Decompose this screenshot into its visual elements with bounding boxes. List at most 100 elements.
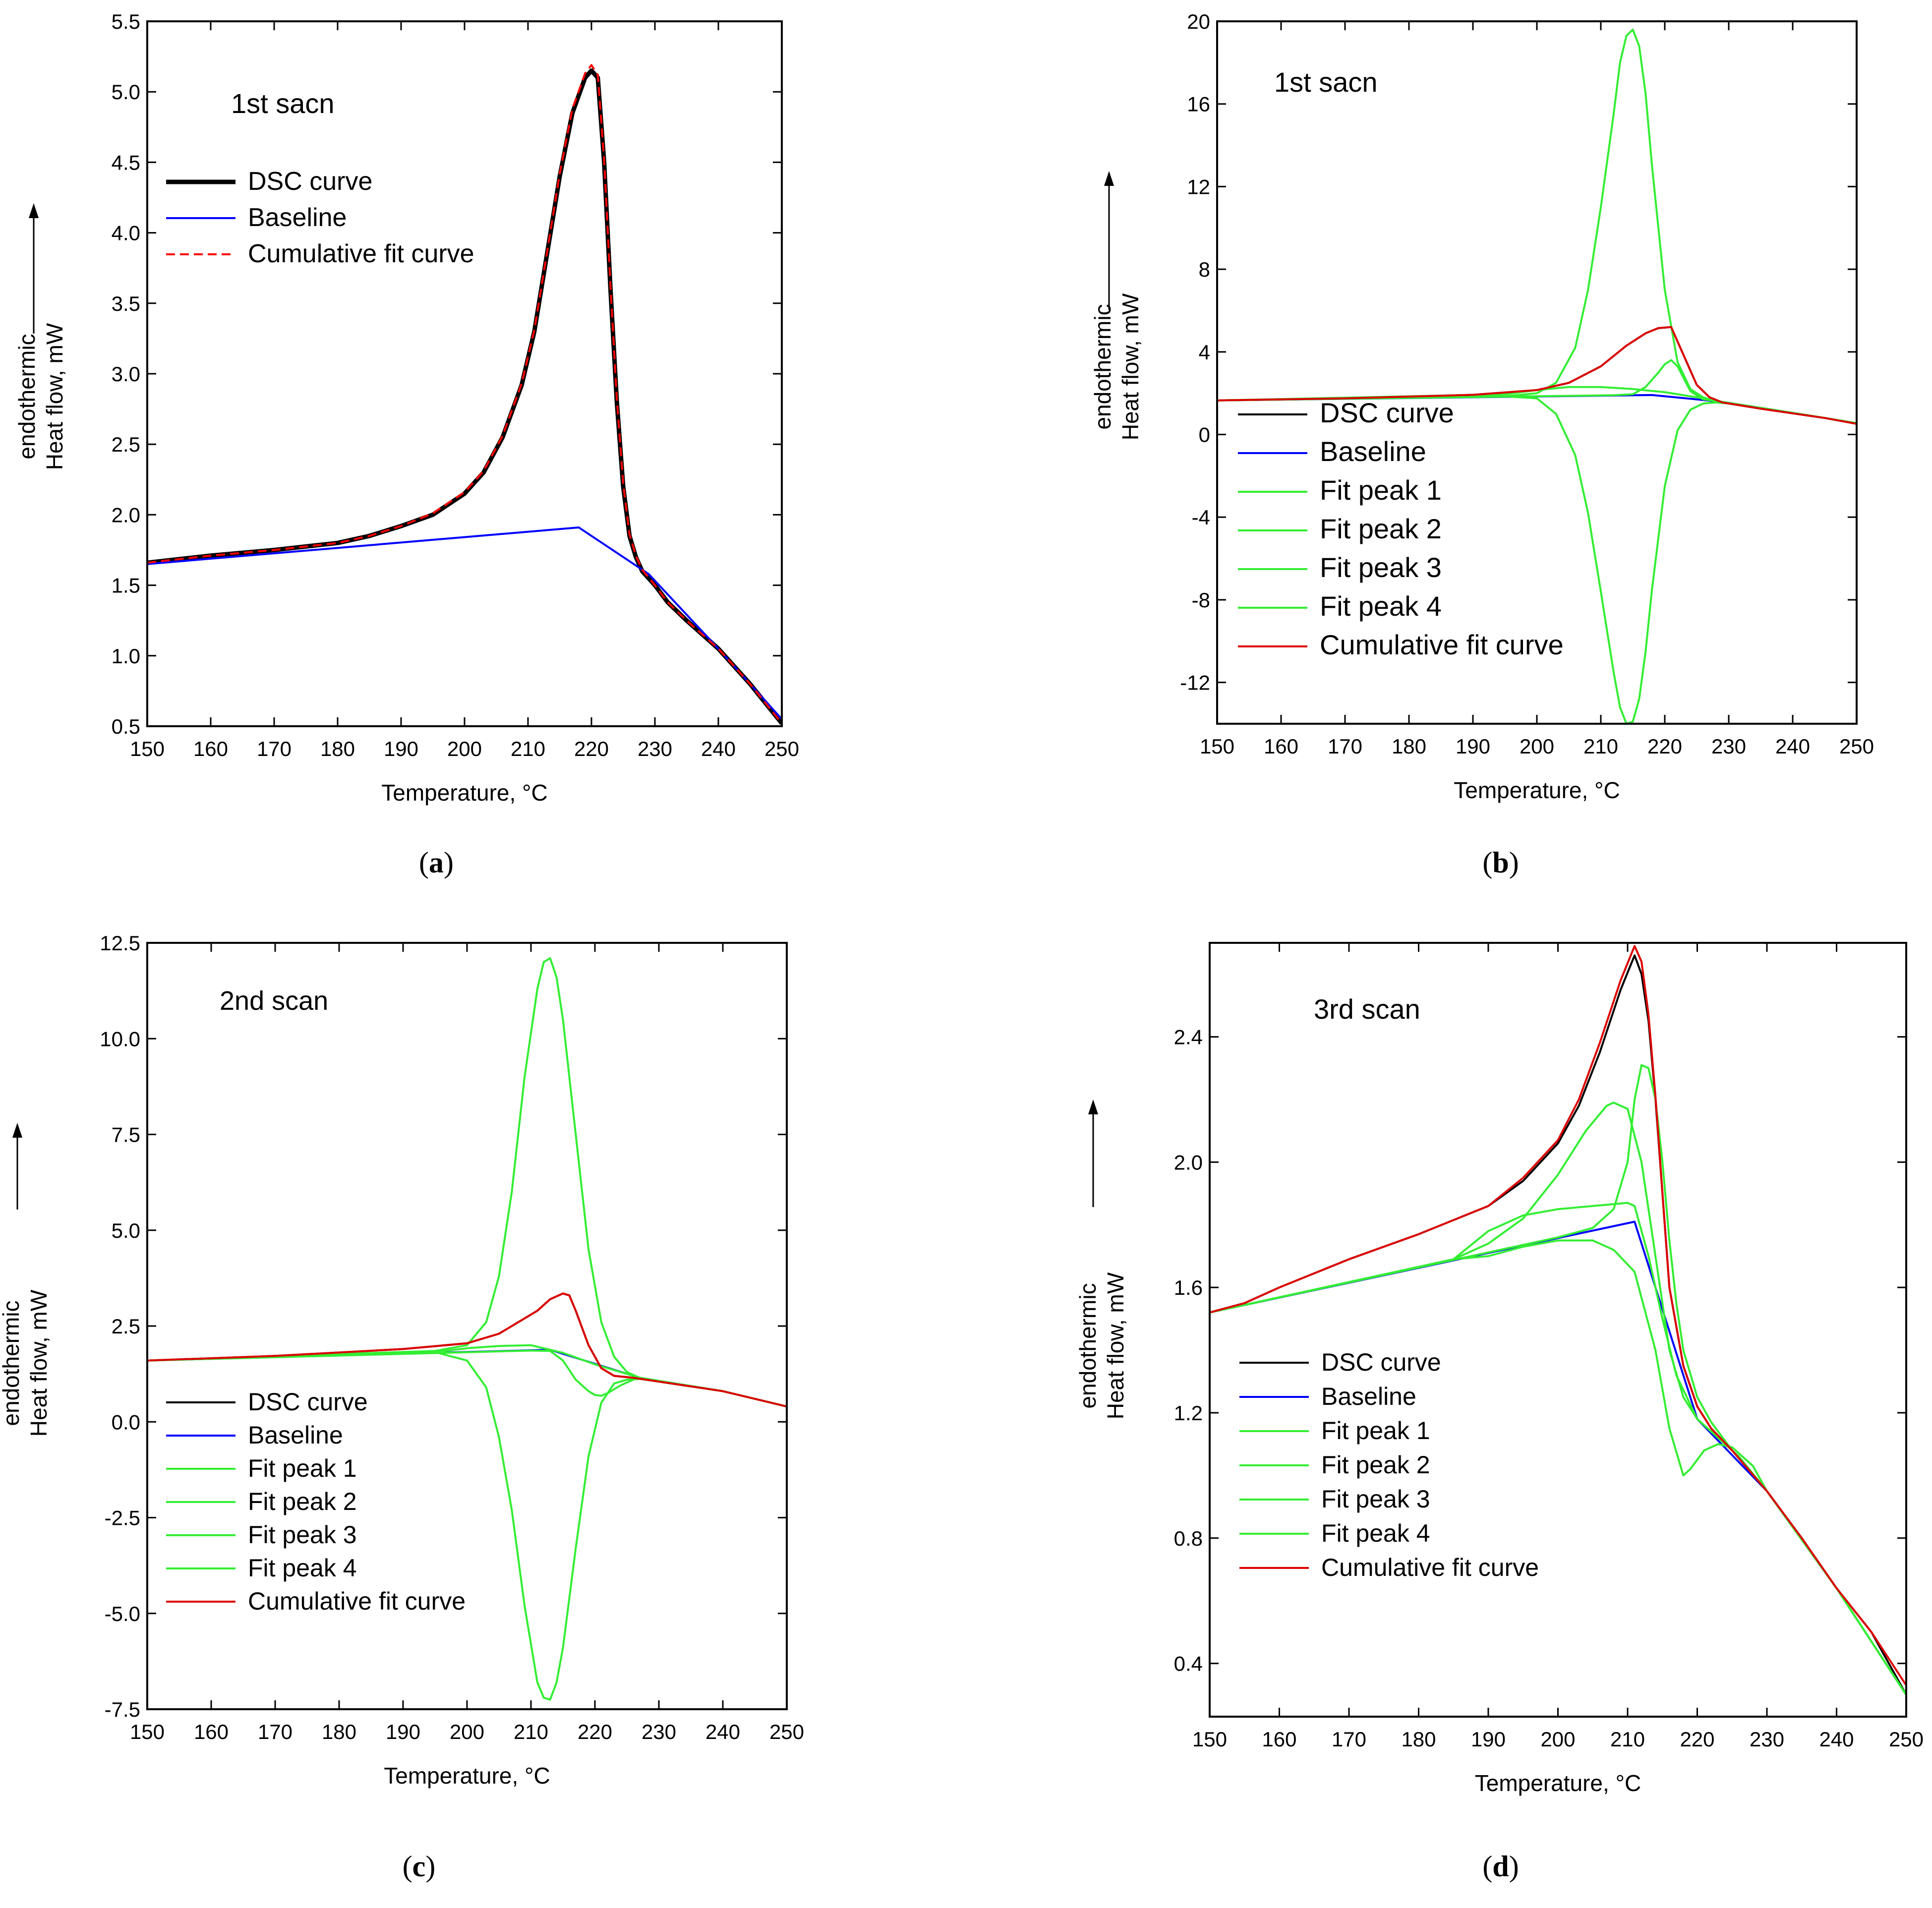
y-tick-label: 1.6 <box>1174 1276 1203 1299</box>
endothermic-arrow-icon <box>1088 1099 1098 1114</box>
x-tick-label: 250 <box>1889 1728 1924 1751</box>
x-tick-label: 200 <box>1520 735 1554 758</box>
legend-entry: Cumulative fit curve <box>1321 1554 1539 1581</box>
legend-entry: Fit peak 1 <box>248 1454 357 1482</box>
plot-frame <box>146 942 788 1710</box>
caption-close: ) <box>1509 846 1519 879</box>
x-tick-label: 210 <box>1583 735 1618 758</box>
x-tick-label: 150 <box>130 1720 165 1743</box>
y-tick-label: 8 <box>1199 258 1210 281</box>
y-tick-label: -4 <box>1192 506 1210 529</box>
x-tick-label: 180 <box>1392 735 1426 758</box>
endothermic-arrow-icon <box>29 203 39 218</box>
y-tick-label: 2.0 <box>112 503 140 526</box>
legend-entry: DSC curve <box>248 167 372 196</box>
x-tick-label: 240 <box>705 1720 740 1743</box>
y-tick-label: 16 <box>1187 93 1210 116</box>
caption-close: ) <box>444 846 454 879</box>
series-line-fit-peak-4 <box>147 1349 787 1408</box>
y-tick-label: 1.0 <box>112 644 140 668</box>
y-tick-label: 20 <box>1187 10 1210 33</box>
legend-entry: Baseline <box>1321 1383 1416 1410</box>
caption-close: ) <box>1509 1850 1519 1883</box>
x-tick-label: 200 <box>1540 1728 1575 1751</box>
y-tick-label: 2.5 <box>112 1315 140 1338</box>
scan-annotation: 1st sacn <box>1274 66 1378 98</box>
legend-entry: Fit peak 3 <box>1321 1485 1430 1513</box>
y-tick-label: 1.5 <box>112 574 140 597</box>
legend: DSC curve Baseline Cumulative fit curve <box>166 167 474 268</box>
x-tick-label: 190 <box>1456 735 1490 758</box>
series-line-fit-peak-3 <box>147 1344 787 1408</box>
scan-annotation: 2nd scan <box>220 986 328 1016</box>
x-axis-label: Temperature, °C <box>381 780 547 806</box>
y-tick-label: 3.5 <box>112 292 140 315</box>
caption-open: ( <box>1482 846 1492 879</box>
panel-caption: (b) <box>1482 846 1519 879</box>
legend-entry: DSC curve <box>248 1388 368 1416</box>
series-line-cumulative-fit-curve <box>1217 326 1857 425</box>
legend-entry: Fit peak 4 <box>1321 1519 1430 1547</box>
series-line-fit-peak-4 <box>1210 1064 1906 1695</box>
y-tick-label: 4 <box>1199 341 1210 364</box>
y-axis-label: endothermicHeat flow, mW <box>1075 1272 1128 1419</box>
y-tick-label: 0.0 <box>112 1410 140 1434</box>
x-axis-label: Temperature, °C <box>384 1763 550 1789</box>
x-tick-label: 210 <box>511 737 545 760</box>
x-tick-label: 220 <box>1647 735 1682 758</box>
x-tick-label: 240 <box>701 737 736 760</box>
x-tick-label: 190 <box>1471 1728 1506 1751</box>
x-tick-label: 220 <box>578 1720 612 1743</box>
legend-entry: Fit peak 3 <box>248 1521 357 1549</box>
y-tick-label: 1.2 <box>1174 1401 1203 1425</box>
y-tick-label: 0 <box>1199 423 1210 447</box>
chart-panel-d: 150 160 170 180 190 200 210 220 230 240 250 0.4 0.8 1… <box>1075 942 1924 1883</box>
x-tick-label: 150 <box>130 737 165 760</box>
y-tick-label: 0.5 <box>112 715 140 738</box>
legend-entry: Baseline <box>248 1421 343 1449</box>
y-axis-label-line1: endothermic <box>1090 304 1115 429</box>
y-tick-label: 4.5 <box>112 151 140 174</box>
x-tick-label: 200 <box>447 737 482 760</box>
caption-letter: d <box>1492 1850 1509 1883</box>
panel-caption: (a) <box>419 846 454 879</box>
y-tick-label: 5.0 <box>112 80 140 104</box>
x-tick-label: 250 <box>764 737 799 760</box>
x-tick-label: 160 <box>193 737 228 760</box>
legend-entry: Fit peak 3 <box>1320 552 1442 583</box>
y-axis-label: endothermicHeat flow, mW <box>1090 293 1143 440</box>
x-tick-label: 180 <box>1401 1728 1436 1751</box>
x-tick-label: 180 <box>322 1720 356 1743</box>
series-line-cumulative-fit-curve <box>147 1292 787 1408</box>
series-line-fit-peak-2 <box>1217 395 1857 724</box>
panel-caption: (c) <box>403 1850 436 1883</box>
x-tick-label: 150 <box>1192 1728 1227 1751</box>
series-line-cumulative-fit-curve <box>1210 945 1906 1686</box>
x-tick-label: 200 <box>450 1720 484 1743</box>
legend-entry: Fit peak 1 <box>1321 1417 1430 1445</box>
x-tick-label: 180 <box>320 737 355 760</box>
x-tick-label: 170 <box>257 737 292 760</box>
legend-entry: Fit peak 1 <box>1320 474 1442 506</box>
y-tick-label: 12.5 <box>100 931 140 955</box>
y-axis-label: endothermicHeat flow, mW <box>14 323 67 470</box>
chart-panel-b: 150 160 170 180 190 200 210 220 230 240 250-12-8-4… <box>1090 10 1874 879</box>
panel-caption: (d) <box>1482 1850 1519 1883</box>
x-tick-label: 220 <box>574 737 609 760</box>
y-axis-label-line1: endothermic <box>1075 1283 1101 1408</box>
caption-close: ) <box>425 1850 435 1883</box>
legend: DSC curve Baseline Fit peak 1 Fit peak 2 Fit… <box>1239 1348 1539 1581</box>
y-tick-label: -8 <box>1192 588 1210 612</box>
x-tick-label: 190 <box>386 1720 420 1743</box>
scan-annotation: 3rd scan <box>1314 993 1420 1025</box>
x-tick-label: 230 <box>642 1720 676 1743</box>
legend-entry: Baseline <box>248 203 347 232</box>
series-line-fit-peak-2 <box>1210 1239 1906 1695</box>
caption-open: ( <box>1482 1850 1492 1883</box>
series-line-dsc-curve <box>1210 954 1906 1695</box>
y-tick-label: -5.0 <box>105 1602 140 1625</box>
x-tick-label: 230 <box>1711 735 1746 758</box>
caption-open: ( <box>403 1850 412 1883</box>
y-tick-label: 3.0 <box>112 362 140 386</box>
x-tick-label: 210 <box>1610 1728 1645 1751</box>
